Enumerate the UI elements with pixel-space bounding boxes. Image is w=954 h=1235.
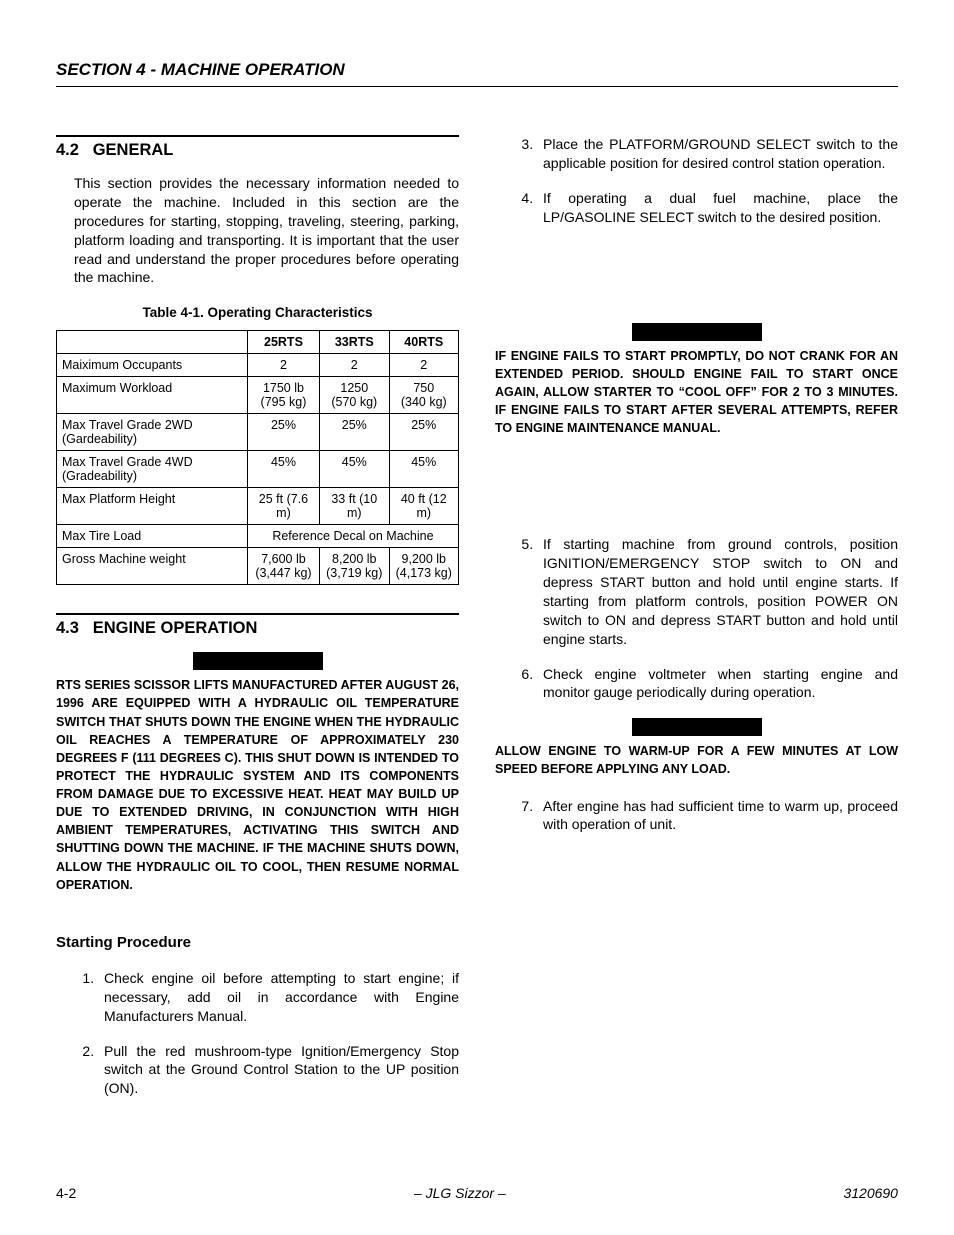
table-cell-label: Max Platform Height	[57, 488, 248, 525]
section-heading-general: 4.2 GENERAL	[56, 141, 459, 160]
caution-text-2: IF ENGINE FAILS TO START PROMPTLY, DO NO…	[495, 347, 898, 438]
table-row: Max Platform Height25 ft (7.6 m)33 ft (1…	[57, 488, 459, 525]
footer-docnum: 3120690	[843, 1185, 898, 1201]
table-cell: 1250 (570 kg)	[320, 377, 389, 414]
list-item: After engine has had sufficient time to …	[537, 797, 898, 835]
table-caption: Table 4-1. Operating Characteristics	[56, 305, 459, 320]
table-row: Max Travel Grade 2WD (Gardeability)25%25…	[57, 414, 459, 451]
footer-title: – JLG Sizzor –	[414, 1185, 506, 1201]
list-item: If starting machine from ground controls…	[537, 535, 898, 648]
caution-bar	[632, 323, 762, 341]
caution-text-1: RTS SERIES SCISSOR LIFTS MANUFACTURED AF…	[56, 676, 459, 894]
caution-bar	[193, 652, 323, 670]
table-row: Maiximum Occupants222	[57, 354, 459, 377]
table-cell-label: Maiximum Occupants	[57, 354, 248, 377]
table-row: Maximum Workload1750 lb (795 kg)1250 (57…	[57, 377, 459, 414]
section-rule	[56, 613, 459, 615]
table-cell: 7,600 lb (3,447 kg)	[247, 548, 319, 585]
page-footer: 4-2 – JLG Sizzor – 3120690	[56, 1185, 898, 1201]
section-number: 4.2	[56, 141, 79, 159]
table-cell: 45%	[389, 451, 458, 488]
starting-steps-right-top: Place the PLATFORM/GROUND SELECT switch …	[495, 135, 898, 227]
table-col-blank	[57, 331, 248, 354]
starting-steps-right-bottom: After engine has had sufficient time to …	[495, 797, 898, 835]
table-cell: 40 ft (12 m)	[389, 488, 458, 525]
table-cell: 2	[389, 354, 458, 377]
table-cell-label: Max Travel Grade 4WD (Gradeability)	[57, 451, 248, 488]
page: SECTION 4 - MACHINE OPERATION 4.2 GENERA…	[0, 0, 954, 1235]
section-title: ENGINE OPERATION	[93, 619, 258, 637]
section-title: GENERAL	[93, 141, 174, 159]
table-cell: 2	[320, 354, 389, 377]
table-cell-merged: Reference Decal on Machine	[247, 525, 458, 548]
caution-bar	[632, 718, 762, 736]
list-item: Place the PLATFORM/GROUND SELECT switch …	[537, 135, 898, 173]
table-cell: 33 ft (10 m)	[320, 488, 389, 525]
table-cell: 750 (340 kg)	[389, 377, 458, 414]
table-header-row: 25RTS 33RTS 40RTS	[57, 331, 459, 354]
section-number: 4.3	[56, 619, 79, 637]
table-cell: 8,200 lb (3,719 kg)	[320, 548, 389, 585]
table-row: Gross Machine weight7,600 lb (3,447 kg)8…	[57, 548, 459, 585]
page-header: SECTION 4 - MACHINE OPERATION	[56, 60, 898, 87]
section-rule	[56, 135, 459, 137]
section-heading-engine: 4.3 ENGINE OPERATION	[56, 619, 459, 638]
table-col-25rts: 25RTS	[247, 331, 319, 354]
caution-text-3: ALLOW ENGINE TO WARM-UP FOR A FEW MINUTE…	[495, 742, 898, 778]
left-column: 4.2 GENERAL This section provides the ne…	[56, 135, 459, 1114]
right-column: Place the PLATFORM/GROUND SELECT switch …	[495, 135, 898, 1114]
table-cell: 25%	[320, 414, 389, 451]
general-body: This section provides the necessary info…	[74, 174, 459, 287]
table-cell: 45%	[320, 451, 389, 488]
table-cell-label: Maximum Workload	[57, 377, 248, 414]
list-item: Pull the red mushroom-type Ignition/Emer…	[98, 1042, 459, 1099]
list-item: Check engine oil before attempting to st…	[98, 969, 459, 1026]
table-cell: 25%	[247, 414, 319, 451]
starting-steps-left: Check engine oil before attempting to st…	[56, 969, 459, 1098]
operating-characteristics-table: 25RTS 33RTS 40RTS Maiximum Occupants222M…	[56, 330, 459, 585]
footer-page: 4-2	[56, 1185, 76, 1201]
table-cell-label: Gross Machine weight	[57, 548, 248, 585]
table-cell: 25 ft (7.6 m)	[247, 488, 319, 525]
table-cell: 1750 lb (795 kg)	[247, 377, 319, 414]
table-cell: 45%	[247, 451, 319, 488]
table-col-33rts: 33RTS	[320, 331, 389, 354]
table-cell: 2	[247, 354, 319, 377]
starting-steps-right-mid: If starting machine from ground controls…	[495, 535, 898, 702]
table-row: Max Travel Grade 4WD (Gradeability)45%45…	[57, 451, 459, 488]
table-col-40rts: 40RTS	[389, 331, 458, 354]
list-item: If operating a dual fuel machine, place …	[537, 189, 898, 227]
table-row: Max Tire LoadReference Decal on Machine	[57, 525, 459, 548]
starting-procedure-heading: Starting Procedure	[56, 934, 459, 951]
table-cell: 9,200 lb (4,173 kg)	[389, 548, 458, 585]
list-item: Check engine voltmeter when starting eng…	[537, 665, 898, 703]
table-cell: 25%	[389, 414, 458, 451]
table-cell-label: Max Tire Load	[57, 525, 248, 548]
table-cell-label: Max Travel Grade 2WD (Gardeability)	[57, 414, 248, 451]
content-columns: 4.2 GENERAL This section provides the ne…	[56, 135, 898, 1114]
